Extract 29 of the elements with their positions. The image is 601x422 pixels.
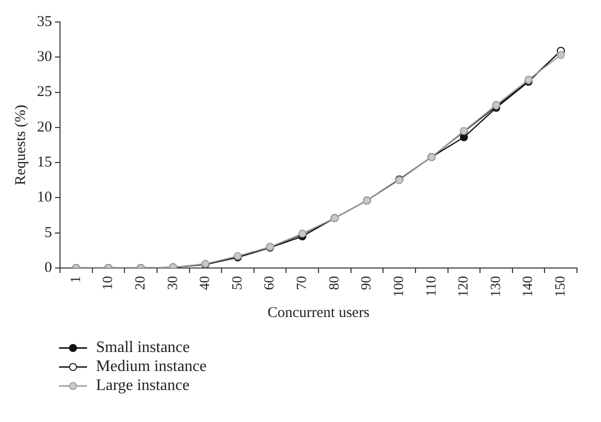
- x-tick-label: 1: [68, 276, 84, 283]
- x-tick-label: 100: [392, 276, 407, 297]
- x-tick-label: 110: [424, 276, 440, 296]
- x-tick-label: 140: [521, 276, 536, 297]
- x-tick-label: 150: [554, 276, 569, 297]
- x-tick-label: 90: [360, 276, 375, 290]
- x-tick-label: 80: [327, 276, 342, 290]
- x-axis-title: Concurrent users: [267, 304, 370, 321]
- y-tick-label: 10: [37, 190, 52, 206]
- x-tick-label: 10: [101, 276, 116, 290]
- y-tick-label: 15: [37, 154, 52, 171]
- legend-label: Small instance: [96, 338, 190, 357]
- x-tick-label: 70: [295, 276, 310, 290]
- x-tick-label: 50: [230, 276, 246, 290]
- y-axis-title: Requests (%): [12, 104, 29, 186]
- y-tick-label: 0: [44, 260, 52, 276]
- x-tick-label: 20: [133, 276, 148, 290]
- legend-label: Large instance: [96, 376, 190, 395]
- y-tick-label: 25: [37, 84, 52, 100]
- y-tick-label: 30: [37, 49, 52, 66]
- x-tick-label: 30: [166, 276, 181, 290]
- y-tick-label: 35: [37, 14, 52, 30]
- x-tick-label: 60: [262, 276, 278, 290]
- y-tick-label: 20: [37, 119, 52, 136]
- legend-label: Medium instance: [96, 357, 207, 376]
- y-tick-label: 5: [44, 224, 52, 241]
- x-tick-label: 120: [456, 276, 472, 297]
- x-tick-label: 130: [488, 276, 504, 297]
- x-tick-label: 40: [198, 276, 214, 290]
